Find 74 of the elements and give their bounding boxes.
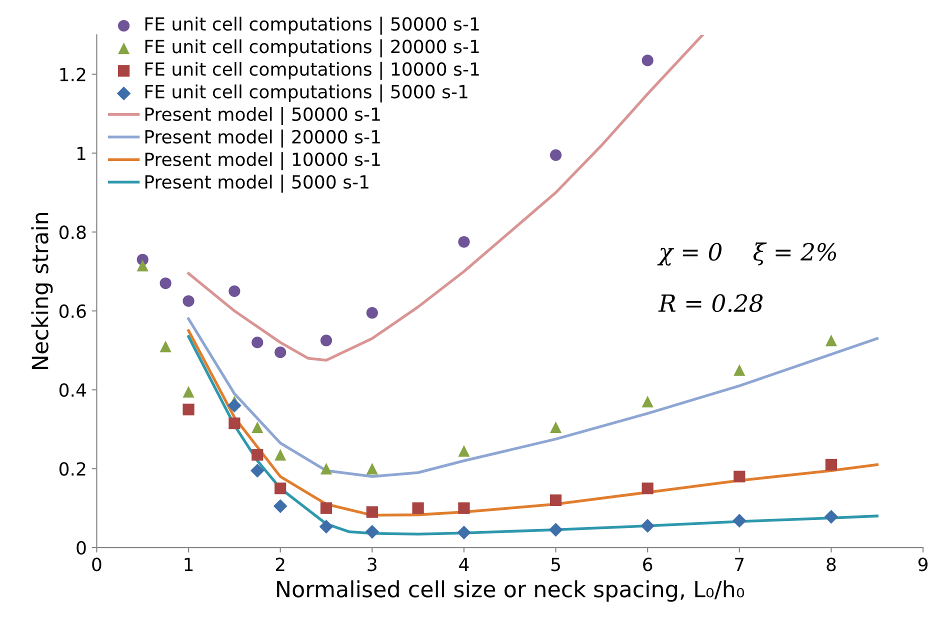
point <box>734 364 746 376</box>
point <box>642 396 654 408</box>
point <box>182 386 194 398</box>
legend-label: Present model | 5000 s-1 <box>145 174 368 193</box>
point <box>458 445 470 457</box>
point <box>550 149 562 161</box>
point <box>412 502 424 514</box>
line-series <box>187 317 879 478</box>
point <box>366 506 378 518</box>
point <box>640 518 655 533</box>
point <box>274 346 286 358</box>
point <box>136 260 148 272</box>
legend-label: FE unit cell computations | 5000 s-1 <box>145 84 468 102</box>
point <box>320 334 332 346</box>
point <box>458 502 470 514</box>
point <box>320 462 332 474</box>
point <box>732 514 746 528</box>
y-tick-label: 0.4 <box>59 383 86 397</box>
y-axis-title: Necking strain <box>31 213 53 370</box>
y-tick-label: 0.6 <box>59 304 86 318</box>
point <box>252 336 264 348</box>
point <box>365 524 380 539</box>
x-tick-label: 1 <box>184 558 193 571</box>
x-axis-title: Normalised cell size or neck spacing, L₀/h₀ <box>277 580 744 602</box>
point <box>734 470 746 482</box>
point <box>160 340 172 352</box>
legend-label: Present model | 10000 s-1 <box>145 152 380 170</box>
legend-label: FE unit cell computations | 50000 s-1 <box>145 16 479 35</box>
y-tick-label: 0 <box>76 541 86 555</box>
x-tick-label: 5 <box>551 558 560 572</box>
y-tick-label: 0.8 <box>59 225 86 240</box>
y-tick-label: 1 <box>77 146 86 160</box>
y-tick-label: 1.2 <box>60 68 86 82</box>
x-tick-label: 0 <box>92 558 102 572</box>
point <box>319 520 334 534</box>
point <box>252 449 264 461</box>
point <box>457 526 471 540</box>
point <box>250 464 264 478</box>
point <box>228 285 240 297</box>
point <box>320 502 332 514</box>
x-tick-label: 4 <box>459 558 469 571</box>
point <box>228 417 240 430</box>
legend-label: Present model | 20000 s-1 <box>145 130 380 148</box>
point <box>273 499 288 514</box>
legend-label: Present model | 50000 s-1 <box>145 106 380 126</box>
point <box>366 462 378 474</box>
legend-label: FE unit cell computations | 20000 s-1 <box>145 39 479 58</box>
x-tick-label: 7 <box>735 558 744 571</box>
point <box>227 398 242 413</box>
point <box>548 522 563 537</box>
y-tick-label: 0.2 <box>59 462 86 476</box>
point <box>642 54 654 66</box>
point <box>825 458 838 471</box>
point <box>274 449 286 461</box>
x-tick-label: 2 <box>276 558 284 571</box>
point <box>458 236 470 248</box>
point <box>824 510 838 524</box>
annotation: R = 0.28 <box>658 294 763 312</box>
point <box>252 421 264 434</box>
point <box>274 482 286 494</box>
point <box>550 494 562 506</box>
point <box>825 334 838 346</box>
point <box>366 307 378 319</box>
annotation: χ = 0 ξ = 2% <box>657 242 836 266</box>
point <box>182 404 194 416</box>
point <box>550 421 562 434</box>
point <box>160 277 172 290</box>
x-tick-label: 8 <box>826 558 836 572</box>
x-tick-label: 3 <box>368 558 376 572</box>
legend-label: FE unit cell computations | 10000 s-1 <box>145 62 479 80</box>
x-tick-label: 6 <box>643 558 652 572</box>
point <box>182 295 194 307</box>
point <box>642 482 654 494</box>
x-tick-label: 9 <box>918 558 928 572</box>
